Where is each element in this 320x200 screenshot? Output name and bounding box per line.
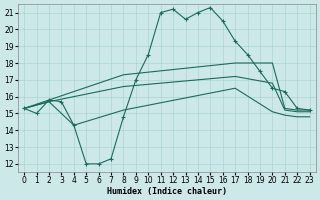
X-axis label: Humidex (Indice chaleur): Humidex (Indice chaleur) [107,187,227,196]
